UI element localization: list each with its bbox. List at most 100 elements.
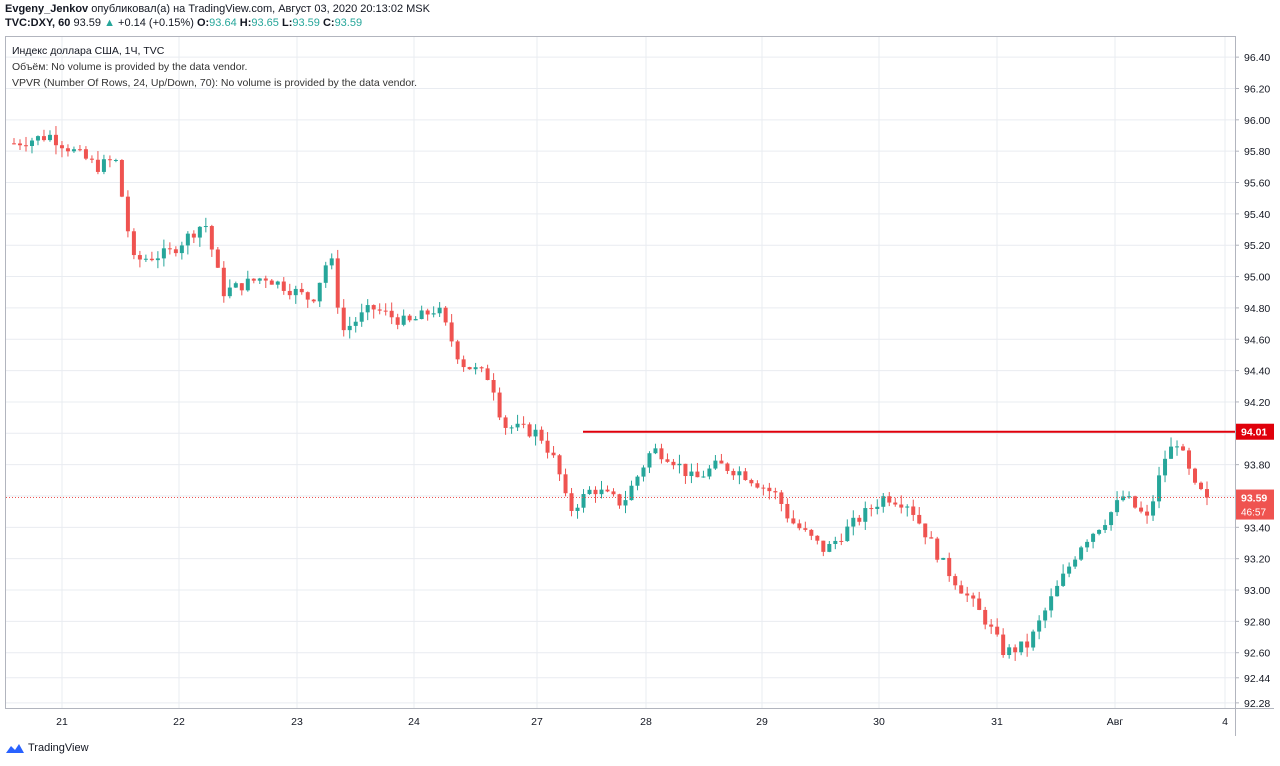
candle-body (455, 341, 460, 360)
candle-body (707, 468, 712, 477)
candle-body (773, 491, 778, 493)
x-tick-label: 29 (756, 716, 768, 728)
candle-body (371, 305, 376, 310)
low-label: L: (281, 17, 293, 29)
candle-body (1085, 541, 1090, 548)
candle-body (317, 282, 322, 302)
tradingview-logo-icon (6, 744, 24, 753)
candle-body (1073, 559, 1078, 567)
y-tick-label: 93.80 (1244, 460, 1270, 472)
candle-body (119, 159, 124, 197)
candle-body (389, 310, 394, 318)
candle-body (1019, 641, 1024, 653)
candle-body (509, 427, 514, 429)
candle-body (1067, 566, 1072, 574)
candle-body (947, 557, 952, 577)
y-tick-label: 95.00 (1244, 272, 1270, 284)
candle-body (1133, 496, 1138, 508)
candle-body (869, 508, 874, 510)
candle-body (665, 459, 670, 462)
high-value: 93.65 (251, 17, 279, 29)
candle-body (401, 315, 406, 325)
candle-body (1205, 489, 1210, 498)
candle-body (1013, 647, 1018, 653)
candle-body (41, 136, 46, 141)
close-label: C: (322, 17, 335, 29)
candle-body (59, 145, 64, 149)
candle-body (1043, 610, 1048, 621)
candle-body (215, 249, 220, 268)
candle-body (557, 455, 562, 475)
candle-body (911, 506, 916, 515)
candle-body (395, 317, 400, 325)
candle-body (791, 518, 796, 524)
candle-body (977, 598, 982, 610)
footer-brand[interactable]: TradingView (28, 742, 89, 754)
candle-body (191, 233, 196, 238)
y-tick-label: 92.60 (1244, 648, 1270, 660)
candle-body (905, 506, 910, 508)
candle-body (251, 278, 256, 281)
candle-body (635, 476, 640, 486)
candle-body (335, 258, 340, 308)
candle-body (341, 307, 346, 331)
candle-body (131, 231, 136, 256)
candle-body (683, 463, 688, 477)
candle-body (497, 392, 502, 418)
y-tick-label: 93.40 (1244, 522, 1270, 534)
candle-body (1007, 647, 1012, 655)
candle-body (1037, 620, 1042, 632)
x-tick-label: 4 (1222, 716, 1228, 728)
candle-body (965, 593, 970, 596)
up-arrow-icon: ▲ (104, 17, 115, 29)
candle-body (779, 492, 784, 504)
candle-body (539, 429, 544, 441)
candle-body (575, 507, 580, 511)
candle-body (197, 226, 202, 238)
candle-body (1127, 496, 1132, 498)
candle-body (275, 281, 280, 285)
candle-body (17, 143, 22, 146)
candle-body (365, 305, 370, 313)
candle-body (407, 315, 412, 321)
legend-volume: Объём: No volume is provided by the data… (12, 61, 248, 73)
candle-body (1199, 482, 1204, 490)
chart-svg[interactable]: 96.40 96.20 96.00 95.80 95.60 95.40 95.20 95.00… (5, 36, 1274, 736)
candle-body (107, 159, 112, 161)
candle-body (23, 145, 28, 147)
candle-body (989, 624, 994, 627)
publish-header: Evgeny_Jenkov опубликовал(а) на TradingV… (5, 2, 430, 30)
candle-body (311, 299, 316, 302)
last-price: 93.59 (73, 17, 102, 29)
candle-body (461, 359, 466, 368)
candle-body (515, 423, 520, 428)
y-tick-label: 94.60 (1244, 334, 1270, 346)
candle-body (719, 460, 724, 464)
x-tick-label: Авг (1107, 716, 1124, 728)
candle-body (287, 290, 292, 296)
candle-body (563, 474, 568, 494)
candle-body (599, 489, 604, 495)
candle-body (143, 258, 148, 260)
candle-body (863, 508, 868, 522)
y-tick-label: 96.20 (1244, 83, 1270, 95)
candle-body (419, 310, 424, 320)
candle-body (239, 283, 244, 291)
candle-body (29, 140, 34, 146)
candle-body (221, 267, 226, 297)
close-value: 93.59 (334, 17, 363, 29)
x-tick-label: 27 (531, 716, 543, 728)
candle-body (941, 557, 946, 560)
candle-body (257, 278, 262, 281)
candle-body (611, 491, 616, 495)
candle-body (479, 367, 484, 369)
candle-body (845, 526, 850, 542)
candle-body (473, 367, 478, 370)
symbol-line: TVC:DXY, 60 93.59 ▲ +0.14 (+0.15%) O:93.… (5, 16, 430, 30)
author-name[interactable]: Evgeny_Jenkov (5, 3, 89, 15)
candle-body (1175, 446, 1180, 448)
legend-vpvr: VPVR (Number Of Rows, 24, Up/Down, 70): … (12, 77, 418, 89)
x-tick-label: 23 (291, 716, 303, 728)
y-tick-label: 95.60 (1244, 178, 1270, 190)
chart-area[interactable]: 96.40 96.20 96.00 95.80 95.60 95.40 95.20 95.00… (5, 36, 1274, 736)
